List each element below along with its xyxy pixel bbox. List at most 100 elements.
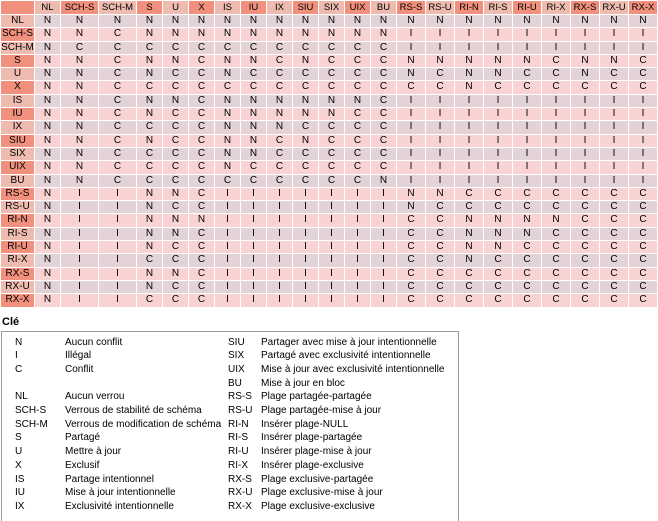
legend-desc: Partage intentionnel [65,473,154,485]
matrix-cell: I [570,160,600,175]
matrix-cell: C [541,226,571,242]
matrix-cell: C [188,160,215,175]
matrix-cell: C [425,80,455,95]
row-header-ri-n: RI-N [0,213,35,228]
matrix-cell: I [318,226,345,242]
matrix-cell: I [483,133,513,148]
legend-code: IX [15,500,25,512]
column-header-ri-s: RI-S [483,0,513,15]
legend-row: NL Aucun verrou RS-S Plage partagée-partagé… [2,390,458,404]
matrix-cell: C [318,160,345,175]
matrix-corner-cell [0,0,35,15]
matrix-cell: C [370,160,397,175]
matrix-cell: I [628,133,658,148]
column-header-bu: BU [370,0,397,15]
matrix-cell: C [425,293,455,308]
matrix-cell: N [454,240,484,255]
matrix-cell: C [512,67,542,82]
matrix-cell: C [628,226,658,242]
matrix-cell: I [240,213,267,228]
matrix-cell: C [541,53,571,69]
matrix-cell: I [541,93,571,109]
matrix-cell: I [570,93,600,109]
matrix-cell: C [266,160,293,175]
matrix-cell: I [541,40,571,55]
matrix-row: IX N N C C C C N N N C C C C I I I I I I I I I [0,120,658,135]
legend-desc: Partagé [65,432,101,444]
matrix-cell: N [60,93,99,109]
matrix-cell: C [266,133,293,148]
matrix-cell: I [628,146,658,162]
matrix-cell: C [599,186,629,202]
matrix-cell: C [512,200,542,215]
matrix-header-row: NL SCH-S SCH-M S U X IS IU IX SIU SIX UIX BU RS-S RS-U… [0,0,658,15]
row-header-rs-u: RS-U [0,200,35,215]
legend-desc: Plage exclusive-exclusive [261,500,375,512]
matrix-cell: N [396,53,426,69]
matrix-cell: C [136,173,163,188]
matrix-cell: I [454,146,484,162]
matrix-cell: N [60,160,99,175]
matrix-cell: I [396,160,426,175]
matrix-cell: I [266,279,293,295]
column-header-x: X [188,0,215,15]
column-header-rs-u: RS-U [425,0,455,15]
matrix-cell: I [628,107,658,122]
matrix-cell: N [454,53,484,69]
matrix-cell: I [344,226,371,242]
matrix-cell: I [214,253,241,268]
matrix-cell: N [60,13,99,29]
matrix-cell: C [396,253,426,268]
row-header-rx-u: RX-U [0,279,35,295]
matrix-cell: C [628,67,658,82]
matrix-cell: C [599,253,629,268]
matrix-cell: I [483,160,513,175]
matrix-cell: N [34,213,61,228]
legend-code: RI-N [228,418,249,430]
matrix-cell: C [266,40,293,55]
matrix-cell: C [344,107,371,122]
matrix-cell: I [570,173,600,188]
matrix-cell: C [570,253,600,268]
matrix-cell: C [344,80,371,95]
legend-row: IX Exclusivité intentionnelle RX-X Plage ex… [2,500,458,514]
matrix-cell: I [396,133,426,148]
matrix-cell: N [60,27,99,42]
matrix-cell: N [240,146,267,162]
matrix-cell: N [454,80,484,95]
matrix-cell: C [454,293,484,308]
matrix-cell: N [425,186,455,202]
matrix-cell: C [162,240,189,255]
matrix-row: RS-U N I I N C C I I I I I I I N C C C C C C C C [0,200,658,215]
matrix-cell: C [396,240,426,255]
matrix-cell: I [425,146,455,162]
matrix-cell: N [34,53,61,69]
matrix-cell: I [318,200,345,215]
matrix-cell: C [98,53,137,69]
legend-row: X Exclusif RI-X Insérer plage-exclusive [2,459,458,473]
matrix-cell: N [136,67,163,82]
matrix-cell: N [34,253,61,268]
matrix-cell: I [60,253,99,268]
matrix-cell: C [512,240,542,255]
matrix-cell: I [240,226,267,242]
matrix-cell: N [318,93,345,109]
matrix-cell: I [98,240,137,255]
legend-desc: Insérer plage-exclusive [261,459,364,471]
matrix-cell: N [188,27,215,42]
matrix-cell: C [344,173,371,188]
matrix-cell: I [628,40,658,55]
matrix-cell: C [628,80,658,95]
matrix-cell: C [570,80,600,95]
matrix-cell: N [34,186,61,202]
column-header-rx-x: RX-X [628,0,658,15]
row-header-rx-s: RX-S [0,266,35,281]
matrix-cell: I [292,213,319,228]
matrix-cell: C [344,67,371,82]
matrix-row: RI-X N I I C C C I I I I I I I C C N C C C C C C [0,253,658,268]
matrix-cell: C [98,80,137,95]
matrix-cell: C [396,80,426,95]
matrix-cell: I [266,266,293,281]
matrix-cell: I [292,240,319,255]
